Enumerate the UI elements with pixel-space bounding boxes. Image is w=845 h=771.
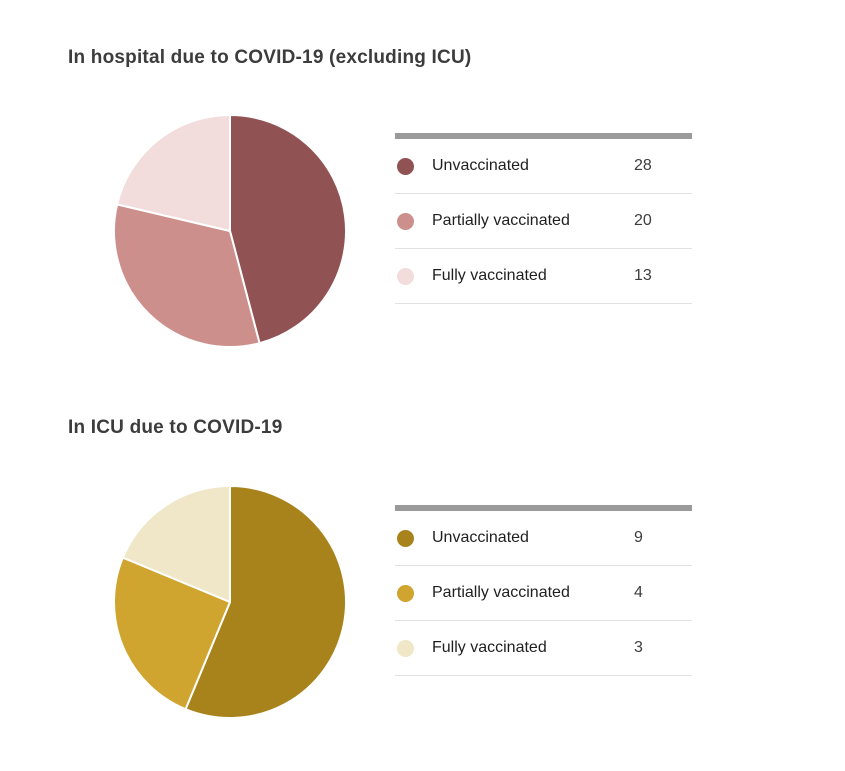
chart-title-icu: In ICU due to COVID-19 [68, 417, 283, 438]
legend-label: Partially vaccinated [432, 212, 570, 229]
legend-value: 3 [634, 639, 643, 656]
pie-slice-unvaccinated[interactable] [184, 485, 347, 719]
pie-slice-partially-vaccinated[interactable] [113, 203, 261, 348]
pie-slice-fully-vaccinated[interactable] [121, 485, 231, 603]
legend-top-bar [395, 505, 692, 511]
legend-value: 4 [634, 584, 643, 601]
legend-value: 13 [634, 267, 652, 284]
legend-swatch-fully-vaccinated [397, 639, 414, 657]
legend-row-partially-vaccinated: Partially vaccinated 4 [395, 566, 692, 621]
legend-row-fully-vaccinated: Fully vaccinated 3 [395, 621, 692, 676]
pie-slice-partially-vaccinated[interactable] [113, 556, 231, 711]
legend-label: Unvaccinated [432, 529, 529, 546]
pie-chart-icu [113, 485, 347, 719]
legend-row-partially-vaccinated: Partially vaccinated 20 [395, 194, 692, 249]
legend-icu: Unvaccinated 9 Partially vaccinated 4 Fu… [395, 505, 692, 676]
legend-swatch-fully-vaccinated [397, 267, 414, 285]
legend-label: Unvaccinated [432, 157, 529, 174]
legend-hospital: Unvaccinated 28 Partially vaccinated 20 … [395, 133, 692, 304]
legend-value: 28 [634, 157, 652, 174]
legend-row-unvaccinated: Unvaccinated 9 [395, 511, 692, 566]
legend-swatch-partially-vaccinated [397, 212, 414, 230]
legend-top-bar [395, 133, 692, 139]
legend-value: 20 [634, 212, 652, 229]
legend-swatch-unvaccinated [397, 157, 414, 175]
legend-label: Partially vaccinated [432, 584, 570, 601]
pie-slice-fully-vaccinated[interactable] [116, 114, 231, 232]
legend-swatch-unvaccinated [397, 529, 414, 547]
legend-row-unvaccinated: Unvaccinated 28 [395, 139, 692, 194]
legend-value: 9 [634, 529, 643, 546]
pie-slice-unvaccinated[interactable] [229, 114, 347, 345]
legend-swatch-partially-vaccinated [397, 584, 414, 602]
legend-label: Fully vaccinated [432, 267, 547, 284]
legend-label: Fully vaccinated [432, 639, 547, 656]
legend-row-fully-vaccinated: Fully vaccinated 13 [395, 249, 692, 304]
pie-chart-hospital [113, 114, 347, 348]
chart-title-hospital: In hospital due to COVID-19 (excluding I… [68, 47, 472, 68]
